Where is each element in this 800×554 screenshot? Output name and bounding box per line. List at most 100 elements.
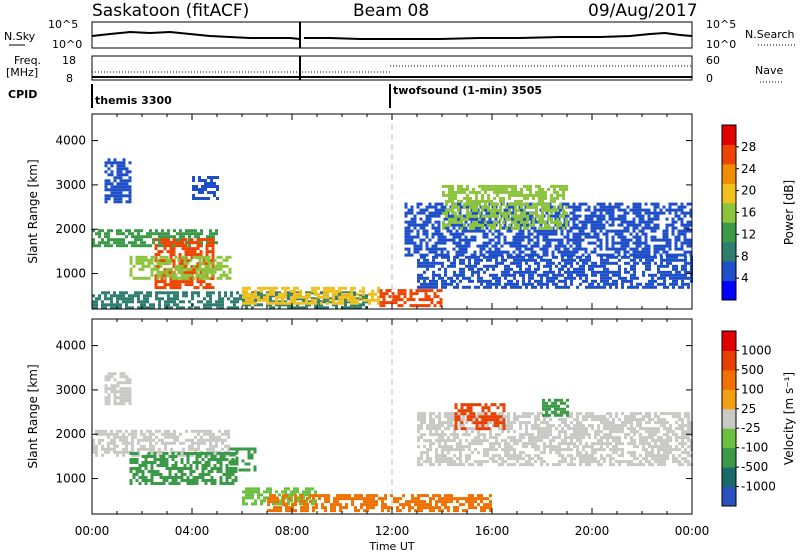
heatmap-cell [569, 253, 573, 257]
heatmap-cell [152, 238, 155, 242]
heatmap-cell [435, 261, 438, 265]
heatmap-cell [508, 208, 511, 212]
heatmap-cell [522, 451, 525, 455]
heatmap-cell [677, 235, 681, 239]
heatmap-cell [549, 261, 552, 265]
heatmap-cell [116, 191, 120, 195]
heatmap-cell [183, 258, 187, 262]
heatmap-cell [456, 282, 459, 286]
heatmap-cell [654, 261, 657, 265]
heatmap-cell [523, 196, 526, 200]
heatmap-cell [363, 500, 366, 504]
heatmap-cell [562, 214, 565, 218]
heatmap-cell [435, 506, 438, 510]
heatmap-cell [642, 255, 645, 259]
heatmap-cell [468, 261, 471, 265]
heatmap-cell [131, 300, 134, 304]
heatmap-cell [512, 244, 516, 248]
heatmap-cell [509, 205, 513, 209]
heatmap-cell [467, 229, 471, 233]
heatmap-cell [420, 451, 423, 455]
heatmap-cell [215, 229, 218, 233]
noise-panel: N.Sky 10^5 10^0 10^5 10^0 N.Search [4, 18, 795, 51]
heatmap-cell [441, 448, 444, 452]
heatmap-cell [581, 238, 585, 242]
heatmap-cell [490, 211, 493, 215]
heatmap-cell [438, 494, 441, 498]
heatmap-cell [557, 241, 561, 245]
heatmap-cell [248, 286, 251, 290]
heatmap-cell [523, 202, 526, 206]
heatmap-cell [556, 223, 559, 227]
heatmap-cell [464, 241, 468, 245]
heatmap-cell [219, 452, 223, 455]
heatmap-cell [195, 185, 198, 188]
heatmap-cell [122, 182, 126, 186]
heatmap-cell [107, 235, 110, 239]
heatmap-cell [617, 241, 621, 245]
heatmap-cell [158, 241, 161, 245]
heatmap-cell [207, 176, 210, 179]
heatmap-cell [567, 424, 570, 428]
heatmap-cell [152, 232, 155, 236]
heatmap-cell [570, 436, 573, 440]
heatmap-cell [410, 211, 414, 215]
heatmap-cell [169, 271, 173, 275]
heatmap-cell [413, 223, 417, 227]
heatmap-cell [621, 282, 624, 286]
heatmap-cell [119, 306, 122, 310]
heatmap-cell [438, 442, 441, 446]
heatmap-cell [519, 285, 522, 289]
heatmap-cell [653, 217, 657, 221]
heatmap-cell [546, 279, 549, 283]
heatmap-cell [137, 453, 140, 457]
heatmap-cell [119, 238, 122, 242]
heatmap-cell [593, 211, 597, 215]
heatmap-cell [510, 285, 513, 289]
heatmap-cell [415, 292, 419, 296]
heatmap-cell [536, 232, 540, 236]
heatmap-cell [144, 455, 148, 458]
heatmap-cell [553, 187, 556, 191]
heatmap-cell [550, 199, 553, 203]
heatmap-cell [641, 208, 645, 212]
heatmap-cell [122, 244, 125, 248]
heatmap-cell [222, 273, 226, 277]
heatmap-cell [116, 197, 120, 201]
heatmap-cell [638, 223, 642, 227]
heatmap-cell [663, 285, 666, 289]
heatmap-cell [242, 289, 245, 293]
heatmap-cell [267, 503, 270, 507]
heatmap-cell [419, 208, 423, 212]
heatmap-cell [490, 214, 493, 218]
heatmap-cell [215, 300, 218, 304]
heatmap-cell [110, 238, 113, 242]
heatmap-cell [185, 241, 188, 245]
heatmap-cell [375, 503, 378, 507]
heatmap-cell [511, 202, 514, 206]
heatmap-cell [526, 193, 529, 197]
heatmap-cell [132, 476, 136, 479]
heatmap-cell [425, 232, 429, 236]
heatmap-cell [551, 214, 555, 218]
heatmap-cell [608, 202, 612, 206]
heatmap-cell [110, 161, 114, 165]
heatmap-cell [198, 455, 202, 458]
heatmap-cell [645, 267, 648, 271]
heatmap-cell [549, 279, 552, 283]
heatmap-cell [564, 442, 567, 446]
heatmap-cell [444, 500, 447, 504]
heatmap-cell [588, 264, 591, 268]
heatmap-cell [535, 205, 538, 209]
heatmap-cell [198, 179, 201, 182]
heatmap-cell [611, 244, 615, 248]
heatmap-cell [553, 199, 556, 203]
heatmap-cell [167, 297, 170, 301]
heatmap-cell [135, 258, 139, 262]
heatmap-cell [653, 208, 657, 212]
heatmap-cell [101, 447, 104, 451]
heatmap-cell [311, 301, 314, 305]
heatmap-cell [651, 255, 654, 259]
heatmap-cell [473, 253, 477, 257]
heatmap-cell [168, 476, 172, 479]
